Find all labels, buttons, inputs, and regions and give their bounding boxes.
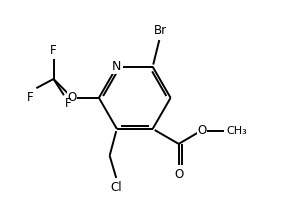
Text: F: F	[65, 97, 72, 110]
Text: O: O	[68, 91, 77, 104]
Text: F: F	[27, 91, 33, 104]
Text: O: O	[197, 124, 206, 137]
Text: CH₃: CH₃	[226, 126, 247, 136]
Text: F: F	[50, 44, 57, 57]
Text: Br: Br	[154, 24, 167, 37]
Text: N: N	[112, 60, 122, 73]
Text: O: O	[174, 168, 183, 181]
Text: Cl: Cl	[110, 181, 122, 194]
